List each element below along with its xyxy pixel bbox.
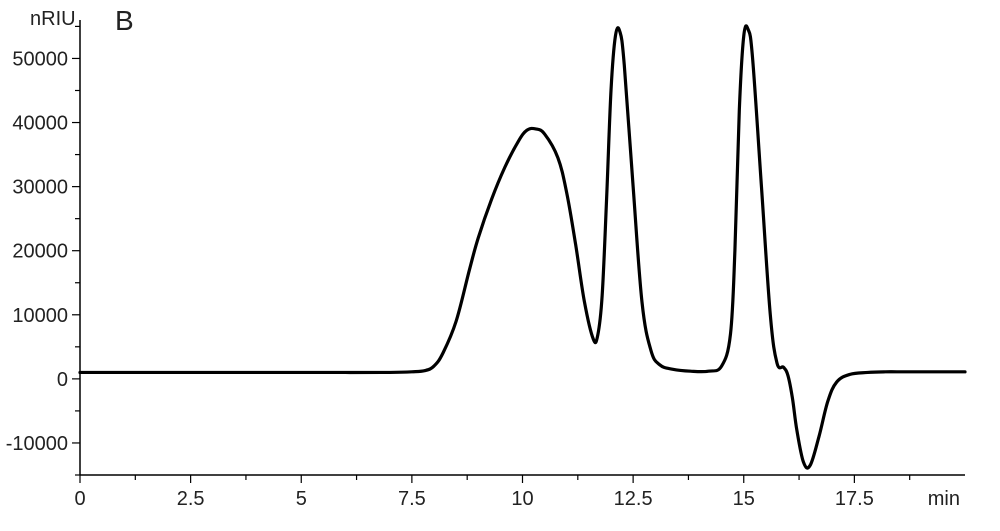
panel-label: B [115,5,134,36]
chromatogram-trace [80,26,965,468]
y-tick-label: 20000 [12,241,68,263]
x-tick-label: 2.5 [177,488,205,510]
y-tick-label: 0 [57,369,68,391]
x-axis-title: min [928,488,960,510]
chromatogram-chart: -10000 0 10000 20000 30000 40000 50000 0 2.5 5 7.5… [0,0,1000,531]
x-tick-label: 17.5 [835,488,874,510]
y-tick-label: 40000 [12,113,68,135]
x-tick-label: 7.5 [398,488,426,510]
x-tick-label: 12.5 [614,488,653,510]
x-tick-label: 15 [733,488,755,510]
chart-svg: -10000 0 10000 20000 30000 40000 50000 0 2.5 5 7.5… [0,0,1000,531]
y-tick-label: 10000 [12,305,68,327]
x-tick-label: 5 [296,488,307,510]
x-tick-label: 0 [74,488,85,510]
y-tick-label: -10000 [6,433,68,455]
y-tick-label: 30000 [12,177,68,199]
y-tick-label: 50000 [12,48,68,70]
y-axis-title: nRIU [30,8,76,30]
x-tick-label: 10 [511,488,533,510]
